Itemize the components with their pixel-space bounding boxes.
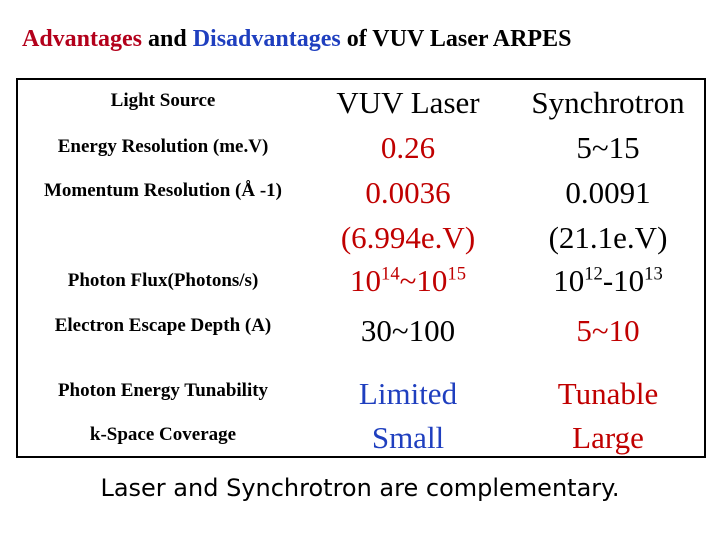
laser-tunability: Limited — [358, 376, 458, 411]
header-light-source: Light Source — [110, 90, 216, 111]
title-rest: of VUV Laser ARPES — [340, 26, 572, 52]
laser-momentum-note: (6.994e.V) — [340, 220, 476, 255]
sync-momentum-resolution: 0.0091 — [565, 175, 651, 210]
header-vuv-laser: VUV Laser — [336, 85, 480, 120]
sync-k-space: Large — [572, 420, 644, 455]
sync-energy-resolution: 5~15 — [576, 130, 640, 165]
laser-k-space: Small — [371, 420, 445, 455]
label-photon-flux: Photon Flux(Photons/s) — [67, 270, 259, 291]
sync-momentum-note: (21.1e.V) — [548, 220, 668, 255]
label-tunability: Photon Energy Tunability — [57, 380, 269, 401]
laser-energy-resolution: 0.26 — [380, 130, 436, 165]
title-disadvantages: Disadvantages — [192, 26, 341, 52]
header-synchrotron: Synchrotron — [531, 85, 685, 120]
comparison-table: Light Source VUV Laser Synchrotron Energ… — [16, 78, 706, 458]
label-momentum-resolution: Momentum Resolution (Å -1) — [43, 180, 282, 201]
laser-escape-depth: 30~100 — [360, 313, 456, 348]
slide-title: Advantages and Disadvantages of VUV Lase… — [22, 26, 712, 53]
laser-momentum-resolution: 0.0036 — [365, 175, 451, 210]
sync-tunability: Tunable — [557, 376, 659, 411]
title-advantages: Advantages — [22, 26, 143, 52]
sync-photon-flux: 1012-1013 — [553, 263, 663, 298]
label-k-space: k-Space Coverage — [89, 424, 237, 445]
title-and: and — [142, 26, 193, 52]
label-escape-depth: Electron Escape Depth (A) — [54, 315, 272, 336]
sync-escape-depth: 5~10 — [576, 313, 640, 348]
footer-conclusion: Laser and Synchrotron are complementary. — [100, 474, 620, 502]
label-energy-resolution: Energy Resolution (me.V) — [57, 136, 269, 157]
laser-photon-flux: 1014~1015 — [350, 263, 466, 298]
